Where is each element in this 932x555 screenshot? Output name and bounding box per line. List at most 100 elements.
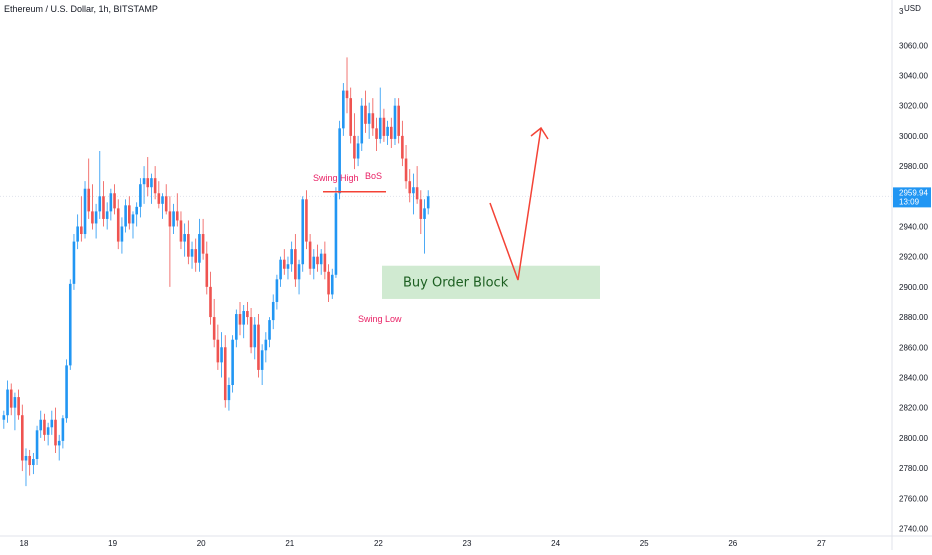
candle-body[interactable] — [419, 199, 423, 219]
candle-body[interactable] — [393, 105, 397, 139]
candle-body[interactable] — [360, 105, 364, 144]
candle-body[interactable] — [6, 389, 9, 416]
candle-body[interactable] — [161, 196, 164, 204]
candle-body[interactable] — [124, 205, 127, 227]
candle-body[interactable] — [128, 205, 131, 224]
candle-body[interactable] — [198, 234, 201, 263]
candle-body[interactable] — [80, 226, 83, 235]
candle-body[interactable] — [139, 184, 142, 207]
candle-body[interactable] — [43, 419, 46, 435]
candle-body[interactable] — [39, 419, 43, 431]
candle-body[interactable] — [356, 143, 360, 159]
candle-body[interactable] — [216, 339, 220, 363]
candle-body[interactable] — [194, 249, 198, 263]
candle-body[interactable] — [72, 241, 76, 284]
candle-body[interactable] — [319, 253, 323, 265]
candle-body[interactable] — [83, 188, 87, 235]
candle-body[interactable] — [353, 135, 356, 159]
candle-body[interactable] — [268, 320, 271, 340]
candle-body[interactable] — [401, 135, 404, 159]
candle-body[interactable] — [120, 226, 124, 242]
candle-body[interactable] — [183, 234, 186, 242]
projection-arrow[interactable] — [489, 127, 542, 281]
candle-body[interactable] — [375, 128, 378, 139]
candle-body[interactable] — [187, 234, 190, 257]
candle-body[interactable] — [46, 427, 50, 435]
candle-body[interactable] — [57, 440, 61, 446]
candle-body[interactable] — [290, 249, 293, 265]
candle-body[interactable] — [345, 90, 349, 99]
candle-body[interactable] — [301, 199, 305, 265]
candle-body[interactable] — [323, 253, 327, 272]
candle-body[interactable] — [257, 324, 260, 370]
candle-body[interactable] — [389, 126, 393, 139]
candle-body[interactable] — [131, 214, 135, 224]
candle-body[interactable] — [24, 455, 28, 461]
candle-body[interactable] — [150, 178, 153, 188]
candle-body[interactable] — [282, 259, 286, 269]
candle-body[interactable] — [338, 128, 341, 194]
candle-body[interactable] — [65, 365, 68, 419]
candle-body[interactable] — [13, 397, 17, 408]
candle-body[interactable] — [94, 211, 98, 224]
candle-body[interactable] — [308, 241, 312, 269]
candle-body[interactable] — [397, 105, 400, 136]
candle-body[interactable] — [146, 178, 150, 188]
candle-body[interactable] — [168, 211, 172, 227]
candle-body[interactable] — [235, 314, 238, 340]
candle-body[interactable] — [201, 234, 205, 254]
candle-body[interactable] — [260, 350, 264, 370]
candle-body[interactable] — [9, 389, 13, 408]
candle-body[interactable] — [242, 311, 245, 325]
candle-body[interactable] — [54, 419, 57, 446]
candle-body[interactable] — [17, 397, 20, 416]
candle-body[interactable] — [415, 187, 419, 200]
candle-body[interactable] — [61, 418, 65, 441]
candle-body[interactable] — [142, 178, 146, 185]
candle-body[interactable] — [157, 193, 161, 204]
candle-body[interactable] — [367, 113, 371, 124]
candle-body[interactable] — [209, 286, 212, 318]
candle-body[interactable] — [135, 206, 138, 215]
candle-body[interactable] — [412, 187, 415, 194]
candle-body[interactable] — [105, 211, 109, 219]
candle-body[interactable] — [98, 196, 102, 212]
candle-body[interactable] — [253, 324, 257, 348]
candle-body[interactable] — [297, 264, 301, 280]
candle-body[interactable] — [220, 347, 223, 363]
candle-body[interactable] — [382, 117, 386, 136]
candle-body[interactable] — [371, 113, 375, 129]
candle-body[interactable] — [312, 256, 316, 269]
candle-body[interactable] — [286, 264, 290, 269]
candle-body[interactable] — [223, 347, 227, 401]
candle-body[interactable] — [264, 339, 268, 351]
candle-body[interactable] — [334, 193, 338, 275]
candle-body[interactable] — [175, 211, 179, 221]
candle-body[interactable] — [349, 98, 353, 136]
candle-body[interactable] — [404, 158, 408, 182]
candle-body[interactable] — [316, 256, 319, 265]
candle-body[interactable] — [294, 249, 297, 280]
candle-body[interactable] — [190, 249, 194, 257]
candle-body[interactable] — [249, 317, 253, 348]
candle-body[interactable] — [153, 178, 157, 194]
candle-body[interactable] — [275, 279, 279, 302]
candle-body[interactable] — [91, 211, 94, 224]
candle-body[interactable] — [109, 193, 113, 212]
candle-body[interactable] — [205, 253, 209, 287]
candle-body[interactable] — [68, 283, 72, 366]
candle-body[interactable] — [271, 301, 275, 321]
candle-body[interactable] — [76, 226, 79, 242]
candle-body[interactable] — [113, 193, 116, 209]
candle-body[interactable] — [327, 271, 330, 295]
candle-body[interactable] — [386, 126, 389, 136]
candle-body[interactable] — [246, 311, 249, 318]
candle-body[interactable] — [28, 455, 31, 466]
candle-body[interactable] — [330, 274, 334, 295]
candle-body[interactable] — [342, 90, 345, 129]
candle-body[interactable] — [35, 430, 39, 459]
candle-body[interactable] — [426, 196, 430, 209]
candle-body[interactable] — [279, 259, 282, 280]
candle-body[interactable] — [408, 181, 412, 194]
